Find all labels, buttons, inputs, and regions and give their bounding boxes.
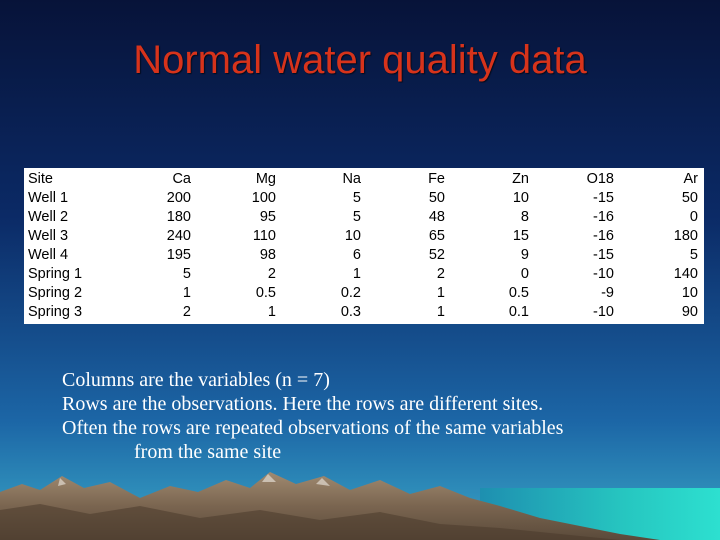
table-cell: Spring 3	[28, 304, 83, 320]
note-line: Often the rows are repeated observations…	[62, 417, 564, 439]
column-header: Na	[342, 171, 361, 187]
data-table-panel: Site Ca Mg Na Fe Zn O18 Ar Well 1 200 10…	[24, 168, 704, 324]
table-cell: -10	[593, 304, 614, 320]
table-cell: 100	[251, 190, 276, 206]
note-line: from the same site	[134, 441, 282, 463]
table-cell: 1	[352, 266, 361, 282]
table-cell: Well 2	[28, 209, 69, 225]
table-cell: -16	[593, 228, 614, 244]
table-cell: 5	[352, 190, 361, 206]
table-row: Spring 2 1 0.5 0.2 1 0.5 -9 10	[28, 284, 698, 303]
table-cell: Well 3	[28, 228, 69, 244]
table-cell: 110	[252, 228, 276, 244]
column-header: Ar	[683, 171, 699, 187]
table-cell: -16	[593, 209, 614, 225]
column-header: Site	[28, 171, 53, 187]
table-cell: Spring 1	[28, 266, 83, 282]
column-header: O18	[586, 171, 614, 187]
table-row: Well 3 240 110 10 65 15 -16 180	[28, 227, 698, 246]
table-cell: 1	[267, 304, 276, 320]
table-cell: 1	[436, 304, 445, 320]
table-cell: 1	[436, 285, 445, 301]
table-cell: 50	[428, 190, 445, 206]
table-row: Well 2 180 95 5 48 8 -16 0	[28, 208, 698, 227]
notes-text: Columns are the variables (n = 7) Rows a…	[62, 368, 702, 464]
table-cell: 0.5	[508, 285, 529, 301]
table-cell: Well 1	[28, 190, 69, 206]
table-cell: 0	[689, 209, 698, 225]
table-cell: 0.5	[255, 285, 276, 301]
table-cell: 2	[436, 266, 445, 282]
mountain-landscape-image	[0, 472, 720, 540]
table-cell: 8	[520, 209, 529, 225]
column-header: Fe	[428, 171, 445, 187]
table-row: Well 4 195 98 6 52 9 -15 5	[28, 246, 698, 265]
note-line: Columns are the variables (n = 7)	[62, 369, 330, 391]
table-header-row: Site Ca Mg Na Fe Zn O18 Ar	[28, 170, 698, 189]
table-cell: 5	[352, 209, 361, 225]
slide-title: Normal water quality data	[133, 38, 587, 82]
table-cell: 180	[166, 209, 191, 225]
table-cell: 50	[681, 190, 698, 206]
table-cell: 15	[512, 228, 529, 244]
note-line: Rows are the observations. Here the rows…	[62, 393, 544, 415]
table-row: Well 1 200 100 5 50 10 -15 50	[28, 189, 698, 208]
table-row: Spring 3 2 1 0.3 1 0.1 -10 90	[28, 303, 698, 322]
table-cell: 0.1	[508, 304, 529, 320]
water-quality-table: Site Ca Mg Na Fe Zn O18 Ar Well 1 200 10…	[28, 170, 698, 322]
table-cell: -15	[593, 247, 614, 263]
table-cell: 200	[166, 190, 191, 206]
table-cell: 90	[681, 304, 698, 320]
table-cell: 10	[681, 285, 698, 301]
table-cell: 180	[673, 228, 698, 244]
table-cell: 2	[267, 266, 276, 282]
column-header: Mg	[255, 171, 276, 187]
table-cell: 2	[182, 304, 191, 320]
column-header: Zn	[512, 171, 529, 187]
table-cell: 10	[344, 228, 361, 244]
table-cell: 5	[689, 247, 698, 263]
table-cell: 52	[428, 247, 445, 263]
table-cell: 10	[512, 190, 529, 206]
table-cell: 65	[428, 228, 445, 244]
table-cell: Spring 2	[28, 285, 83, 301]
table-cell: 0.3	[340, 304, 361, 320]
table-cell: 1	[182, 285, 191, 301]
table-cell: 0	[520, 266, 529, 282]
table-cell: 240	[166, 228, 191, 244]
column-header: Ca	[172, 171, 191, 187]
table-cell: Well 4	[28, 247, 69, 263]
table-cell: 140	[673, 266, 698, 282]
table-row: Spring 1 5 2 1 2 0 -10 140	[28, 265, 698, 284]
table-cell: -10	[593, 266, 614, 282]
table-cell: -9	[601, 285, 614, 301]
table-cell: -15	[593, 190, 614, 206]
table-cell: 98	[259, 247, 276, 263]
table-cell: 195	[166, 247, 191, 263]
table-cell: 6	[352, 247, 361, 263]
table-cell: 9	[520, 247, 529, 263]
table-cell: 48	[428, 209, 445, 225]
table-cell: 0.2	[340, 285, 361, 301]
table-cell: 5	[182, 266, 191, 282]
table-cell: 95	[259, 209, 276, 225]
